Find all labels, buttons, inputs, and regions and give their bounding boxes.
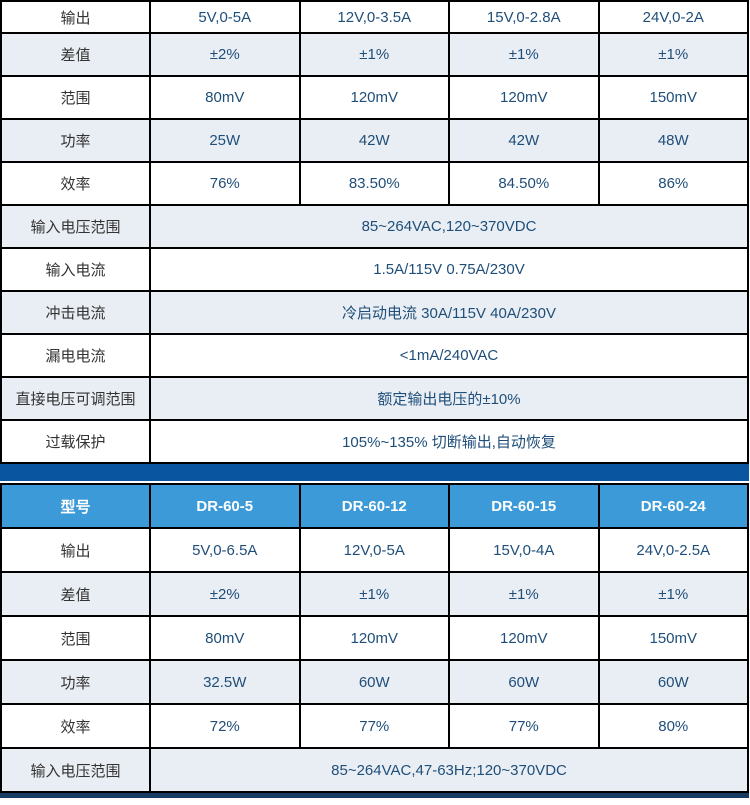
merged-value-cell: 冷启动电流 30A/115V 40A/230V	[149, 290, 749, 335]
spec-row: 输入电压范围 85~264VAC,47-63Hz;120~370VDC	[0, 747, 749, 793]
spec-value-cell: 60W	[298, 659, 450, 705]
model-column-header: DR-60-5	[149, 483, 301, 529]
spec-row: 过载保护 105%~135% 切断输出,自动恢复	[0, 419, 749, 464]
model-header-row: 型号 DR-60-5 DR-60-12 DR-60-15 DR-60-24	[0, 483, 749, 529]
row-label: 输入电流	[0, 247, 151, 292]
spec-row: 效率 76% 83.50% 84.50% 86%	[0, 161, 749, 206]
spec-row: 效率 72% 77% 77% 80%	[0, 703, 749, 749]
spec-value-cell: 120mV	[448, 615, 600, 661]
row-label: 功率	[0, 659, 151, 705]
spec-value-cell: 150mV	[597, 75, 749, 120]
spec-value-cell: 12V,0-5A	[298, 527, 450, 573]
spec-row: 输出 5V,0-5A 12V,0-3.5A 15V,0-2.8A 24V,0-2A	[0, 0, 749, 34]
row-label: 效率	[0, 161, 151, 206]
spec-value-cell: 84.50%	[448, 161, 600, 206]
model-column-header: DR-60-15	[448, 483, 600, 529]
spec-value-cell: 86%	[597, 161, 749, 206]
spec-row: 直接电压可调范围 额定输出电压的±10%	[0, 376, 749, 421]
spec-value-cell: 48W	[597, 118, 749, 163]
merged-value-cell: 85~264VAC,47-63Hz;120~370VDC	[149, 747, 749, 793]
spec-value-cell: 12V,0-3.5A	[298, 0, 450, 34]
spec-value-cell: ±1%	[298, 571, 450, 617]
spec-value-cell: ±1%	[597, 32, 749, 77]
model-column-header: DR-60-12	[298, 483, 450, 529]
spec-row: 输出 5V,0-6.5A 12V,0-5A 15V,0-4A 24V,0-2.5A	[0, 527, 749, 573]
spec-value-cell: ±2%	[149, 32, 301, 77]
spec-row: 范围 80mV 120mV 120mV 150mV	[0, 75, 749, 120]
spec-row: 输入电流 1.5A/115V 0.75A/230V	[0, 247, 749, 292]
spec-row: 差值 ±2% ±1% ±1% ±1%	[0, 571, 749, 617]
row-label: 漏电电流	[0, 333, 151, 378]
spec-value-cell: 72%	[149, 703, 301, 749]
spec-row: 差值 ±2% ±1% ±1% ±1%	[0, 32, 749, 77]
spec-value-cell: 80mV	[149, 615, 301, 661]
row-label: 输入电压范围	[0, 204, 151, 249]
row-label: 输入电压范围	[0, 747, 151, 793]
row-label: 差值	[0, 571, 151, 617]
spec-value-cell: ±1%	[448, 32, 600, 77]
spec-value-cell: 120mV	[298, 75, 450, 120]
merged-value-cell: 85~264VAC,120~370VDC	[149, 204, 749, 249]
spec-value-cell: 42W	[298, 118, 450, 163]
row-label: 输出	[0, 527, 151, 573]
spec-value-cell: 83.50%	[298, 161, 450, 206]
spec-value-cell: 76%	[149, 161, 301, 206]
spec-value-cell: 60W	[448, 659, 600, 705]
row-label: 过载保护	[0, 419, 151, 464]
section-divider-bar	[0, 464, 749, 481]
row-label: 差值	[0, 32, 151, 77]
spec-value-cell: 42W	[448, 118, 600, 163]
merged-value-cell: 105%~135% 切断输出,自动恢复	[149, 419, 749, 464]
spec-row: 漏电电流 <1mA/240VAC	[0, 333, 749, 378]
spec-value-cell: ±1%	[597, 571, 749, 617]
spec-value-cell: 15V,0-4A	[448, 527, 600, 573]
row-label: 功率	[0, 118, 151, 163]
spec-value-cell: 60W	[597, 659, 749, 705]
spec-value-cell: 32.5W	[149, 659, 301, 705]
model-header-label: 型号	[0, 483, 151, 529]
row-label: 范围	[0, 615, 151, 661]
spec-value-cell: 15V,0-2.8A	[448, 0, 600, 34]
spec-row: 功率 25W 42W 42W 48W	[0, 118, 749, 163]
spec-value-cell: ±2%	[149, 571, 301, 617]
spec-row: 功率 32.5W 60W 60W 60W	[0, 659, 749, 705]
spec-value-cell: 77%	[298, 703, 450, 749]
spec-value-cell: 150mV	[597, 615, 749, 661]
row-label: 输出	[0, 0, 151, 34]
spec-row: 输入电压范围 85~264VAC,120~370VDC	[0, 204, 749, 249]
spec-row: 范围 80mV 120mV 120mV 150mV	[0, 615, 749, 661]
dr60-spec-table: 型号 DR-60-5 DR-60-12 DR-60-15 DR-60-24 输出…	[0, 483, 749, 793]
row-label: 范围	[0, 75, 151, 120]
bottom-divider-bar	[0, 793, 749, 798]
spec-value-cell: 25W	[149, 118, 301, 163]
row-label: 直接电压可调范围	[0, 376, 151, 421]
spec-value-cell: 5V,0-6.5A	[149, 527, 301, 573]
merged-value-cell: 额定输出电压的±10%	[149, 376, 749, 421]
row-label: 效率	[0, 703, 151, 749]
upper-spec-table: 输出 5V,0-5A 12V,0-3.5A 15V,0-2.8A 24V,0-2A 差值 ±…	[0, 0, 749, 464]
spec-value-cell: 77%	[448, 703, 600, 749]
spec-value-cell: 80%	[597, 703, 749, 749]
spec-value-cell: 120mV	[448, 75, 600, 120]
spec-value-cell: 120mV	[298, 615, 450, 661]
spec-value-cell: ±1%	[448, 571, 600, 617]
spec-row: 冲击电流 冷启动电流 30A/115V 40A/230V	[0, 290, 749, 335]
model-column-header: DR-60-24	[597, 483, 749, 529]
spec-value-cell: 24V,0-2A	[597, 0, 749, 34]
merged-value-cell: <1mA/240VAC	[149, 333, 749, 378]
spec-value-cell: 80mV	[149, 75, 301, 120]
row-label: 冲击电流	[0, 290, 151, 335]
spec-value-cell: 5V,0-5A	[149, 0, 301, 34]
merged-value-cell: 1.5A/115V 0.75A/230V	[149, 247, 749, 292]
spec-value-cell: ±1%	[298, 32, 450, 77]
spec-value-cell: 24V,0-2.5A	[597, 527, 749, 573]
